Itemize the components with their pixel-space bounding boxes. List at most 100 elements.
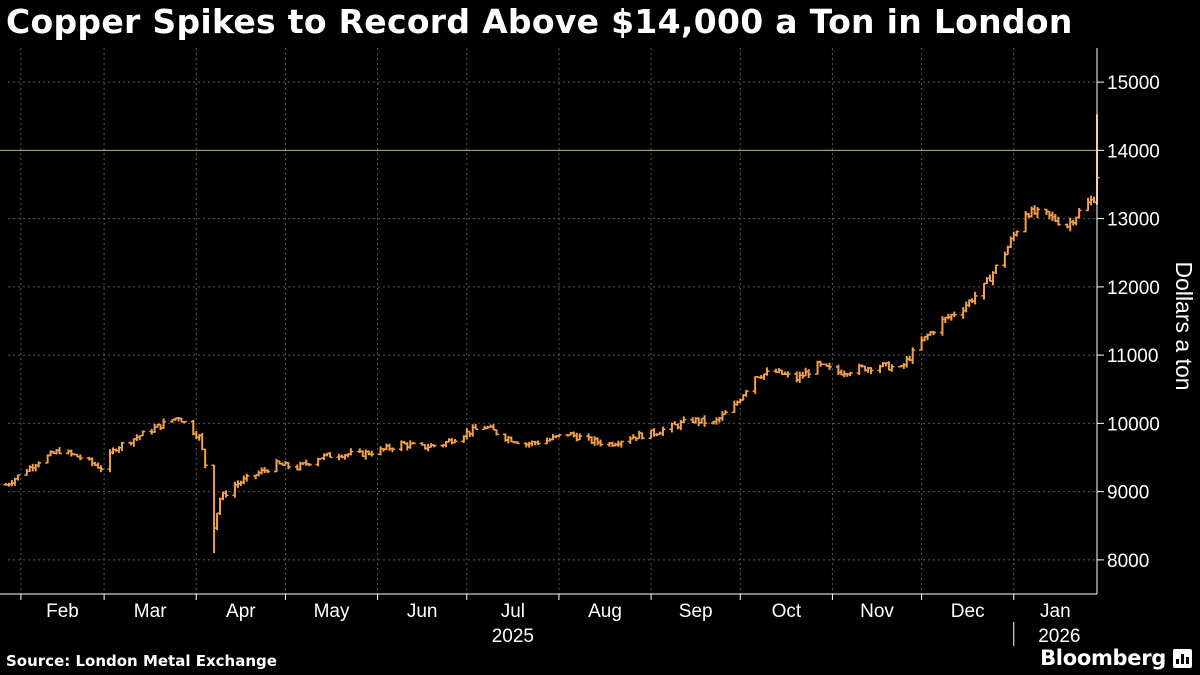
price-bar	[386, 443, 392, 451]
price-bar	[743, 390, 749, 397]
price-bar	[904, 355, 910, 368]
price-bar	[348, 448, 354, 456]
price-bar	[494, 429, 500, 436]
price-bar	[306, 463, 312, 467]
price-bar	[369, 450, 375, 457]
price-bar	[889, 364, 895, 372]
price-bar	[15, 474, 21, 481]
price-bar	[505, 435, 511, 444]
price-bar	[1014, 230, 1020, 237]
price-bar	[618, 440, 624, 448]
x-tick-label: Aug	[588, 601, 622, 622]
price-bar	[89, 457, 95, 467]
x-tick-label: Sep	[679, 601, 713, 622]
price-bar	[303, 459, 309, 466]
price-bar	[990, 271, 996, 286]
price-bar	[901, 363, 907, 369]
price-bar	[57, 447, 63, 455]
bloomberg-terminal-icon	[1173, 649, 1192, 668]
x-tick-label: Apr	[226, 601, 256, 622]
price-bar	[702, 415, 708, 427]
price-bar	[1055, 216, 1061, 226]
price-bar	[910, 347, 916, 364]
price-bar	[199, 433, 205, 451]
price-bar	[595, 437, 601, 446]
price-bar	[77, 454, 83, 461]
axes: 8000 9000 10000 11000 12000 13000 14000 15000 Fe…	[0, 48, 1160, 647]
price-bar	[981, 282, 987, 300]
price-bar	[223, 490, 229, 498]
price-bar	[764, 367, 770, 376]
price-bar	[847, 371, 853, 377]
year-label: 2026	[1038, 626, 1080, 647]
y-tick-label: 14000	[1107, 141, 1160, 162]
price-bar	[987, 274, 993, 282]
year-label: 2025	[492, 626, 534, 647]
price-bar	[734, 400, 740, 406]
price-bar	[68, 449, 74, 457]
price-bar	[1011, 231, 1017, 242]
price-bar	[473, 424, 479, 430]
price-bar	[731, 400, 737, 414]
price-bar	[259, 467, 265, 475]
price-bar	[598, 439, 604, 447]
y-tick-label: 8000	[1107, 551, 1149, 572]
price-bar	[868, 367, 874, 375]
price-bar	[1064, 223, 1070, 229]
price-bar	[327, 452, 333, 459]
price-bar	[202, 448, 208, 469]
x-tick-label: Jun	[407, 601, 438, 622]
y-tick-label: 10000	[1107, 414, 1160, 435]
price-bar	[797, 371, 803, 383]
price-bar	[285, 462, 291, 470]
price-bar	[389, 447, 395, 453]
price-bar	[244, 473, 250, 482]
price-bar	[211, 464, 217, 554]
x-tick-label: Feb	[46, 601, 79, 622]
price-bar	[452, 439, 458, 444]
price-bar	[470, 424, 476, 437]
price-bar	[526, 441, 532, 448]
price-bar	[36, 461, 42, 468]
price-bar	[98, 465, 104, 473]
price-bar	[556, 434, 562, 438]
price-bar	[131, 438, 137, 447]
price-bar	[806, 369, 812, 379]
price-bar	[651, 428, 657, 437]
price-bar	[886, 361, 892, 371]
price-bar	[719, 411, 725, 421]
price-bar	[1076, 207, 1082, 219]
price-bar	[1085, 197, 1091, 212]
x-tick-label: Nov	[860, 601, 894, 622]
x-tick-label: May	[314, 601, 350, 622]
price-bar	[152, 423, 158, 433]
price-bar	[491, 424, 497, 431]
x-tick-label: Jan	[1040, 601, 1071, 622]
price-bar	[161, 418, 167, 429]
price-bar	[571, 431, 577, 438]
price-bar	[214, 512, 220, 531]
price-bar	[378, 446, 384, 456]
bloomberg-logo: Bloomberg	[1040, 646, 1166, 670]
price-bar	[660, 426, 666, 436]
price-bar	[577, 433, 583, 441]
price-bar	[158, 423, 164, 431]
price-bar	[785, 371, 791, 378]
price-bar	[960, 307, 966, 319]
price-bar	[238, 480, 244, 486]
y-tick-label: 9000	[1107, 483, 1149, 504]
price-bar	[636, 430, 642, 440]
price-bar	[404, 442, 410, 451]
price-bar	[464, 428, 470, 440]
price-bar	[639, 432, 645, 440]
price-bar	[681, 416, 687, 423]
x-tick-label: Oct	[772, 601, 802, 622]
price-bar	[1035, 207, 1041, 219]
grid-lines	[8, 48, 1098, 594]
price-bar	[752, 376, 758, 394]
price-bar	[217, 497, 223, 516]
price-bar	[675, 423, 681, 430]
price-bar	[919, 336, 925, 351]
price-bar	[993, 264, 999, 274]
